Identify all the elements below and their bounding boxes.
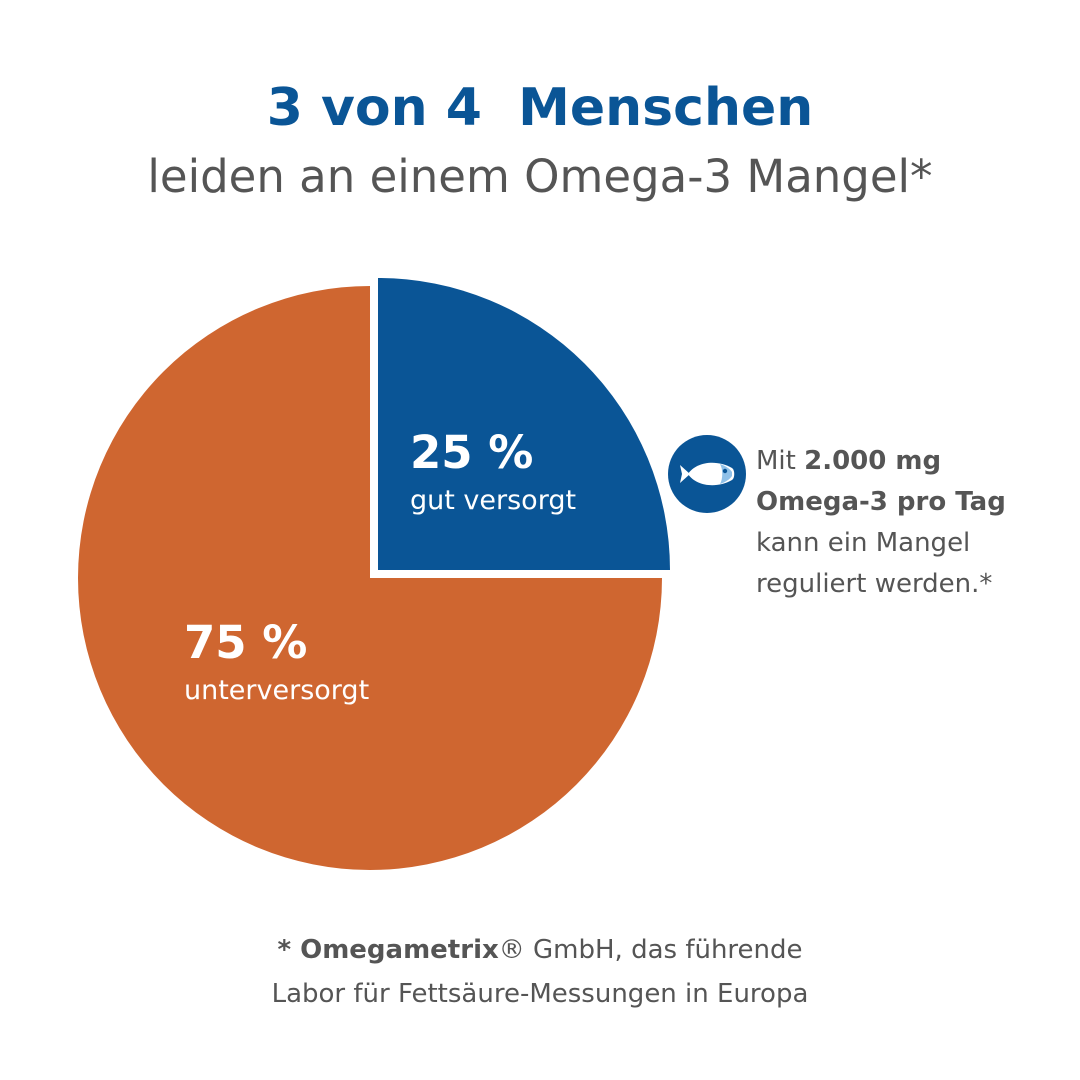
slice-label-gut-versorgt: 25 % gut versorgt <box>410 430 576 516</box>
footnote-brand: * Omegametrix <box>277 935 499 965</box>
slice-text-unterversorgt: unterversorgt <box>184 675 370 706</box>
callout-omega: Omega-3 pro Tag <box>756 487 1006 517</box>
slice-value-gut-versorgt: 25 % <box>410 426 534 479</box>
page-title: 3 von 4 Menschen <box>266 78 814 138</box>
slice-text-gut-versorgt: gut versorgt <box>410 485 577 516</box>
footnote: * Omegametrix® GmbH, das führende Labor … <box>0 928 1080 1016</box>
page-subtitle: leiden an einem Omega-3 Mangel* <box>147 150 933 203</box>
slice-label-unterversorgt: 75 % unterversorgt <box>184 620 369 706</box>
callout-line4: reguliert werden.* <box>756 569 993 599</box>
footnote-line1-rest: ® GmbH, das führende <box>498 935 803 965</box>
callout-dose: 2.000 mg <box>804 446 942 476</box>
callout-line3: kann ein Mangel <box>756 528 971 558</box>
callout-text: Mit 2.000 mg Omega-3 pro Tag kann ein Ma… <box>756 441 1056 605</box>
callout-prefix: Mit <box>756 446 805 476</box>
fish-icon <box>668 435 746 513</box>
pie-slice-unterversorgt <box>78 286 662 870</box>
slice-value-unterversorgt: 75 % <box>184 616 308 669</box>
footnote-line2: Labor für Fettsäure-Messungen in Europa <box>271 979 809 1009</box>
pie-slice-gut-versorgt <box>378 278 670 570</box>
